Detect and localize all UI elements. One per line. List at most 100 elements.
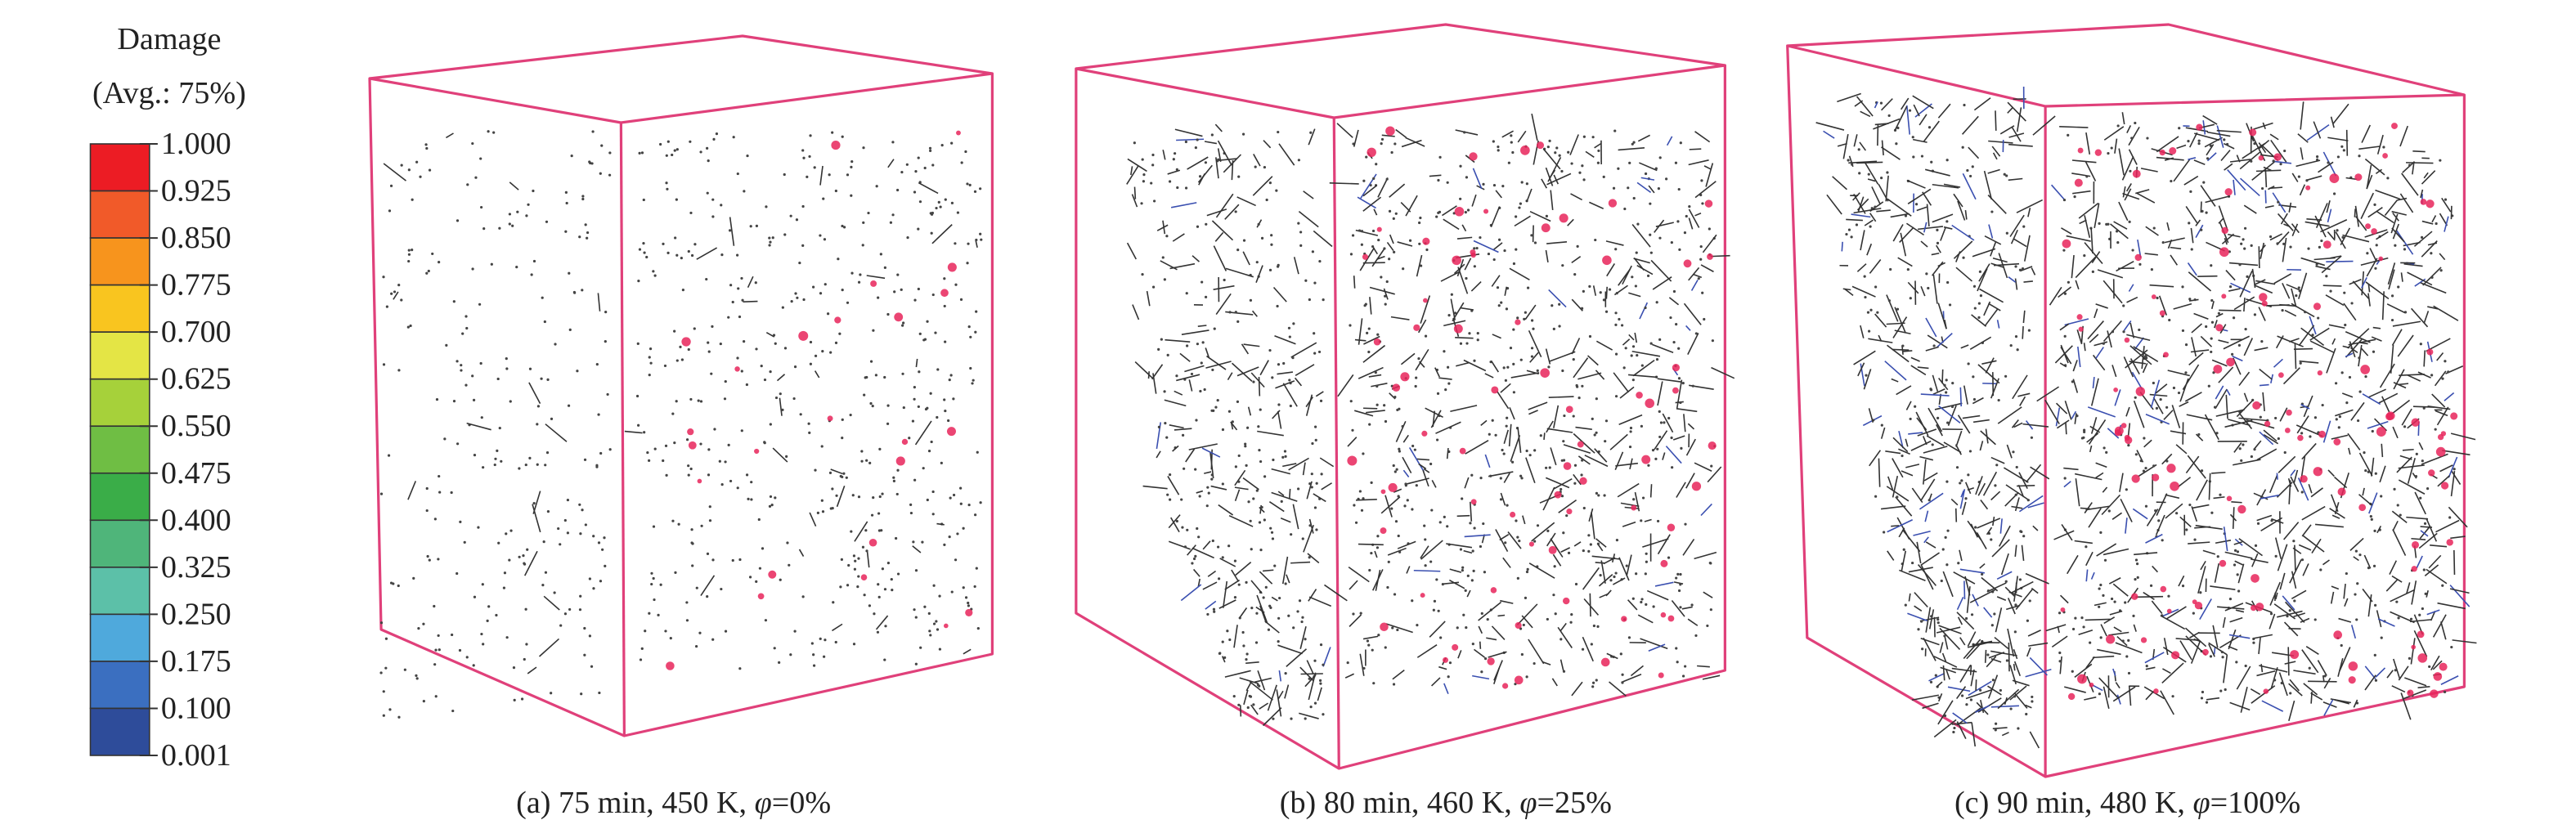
crack <box>2014 278 2018 290</box>
crack <box>2163 638 2169 656</box>
crack-dot <box>452 300 456 303</box>
damage-spot <box>1660 612 1667 618</box>
crack-dot <box>407 168 411 172</box>
crack-dot <box>400 164 403 167</box>
damage-spot <box>2360 365 2371 374</box>
crack-dot <box>559 543 562 546</box>
crack <box>2401 173 2419 196</box>
crack <box>1395 128 1407 139</box>
damage-spot <box>834 316 841 324</box>
crack <box>1662 452 1666 460</box>
crack <box>1277 644 1303 655</box>
crack-dot <box>2091 270 2094 273</box>
crack-dot <box>806 175 809 178</box>
crack <box>2268 185 2275 190</box>
crack <box>1892 458 1904 478</box>
crack <box>2272 160 2292 164</box>
crack-dot <box>876 630 880 634</box>
crack-dot <box>1245 657 1248 661</box>
crack-dot <box>1677 589 1681 593</box>
crack-dot <box>608 173 612 177</box>
crack <box>2200 185 2216 207</box>
damage-spot <box>2060 607 2066 612</box>
crack-dot <box>2279 162 2282 166</box>
crack <box>1939 627 1961 650</box>
damage-spot <box>2264 420 2271 428</box>
crack-dot <box>1205 222 1208 226</box>
crack-dot <box>431 252 434 256</box>
crack <box>2259 368 2273 380</box>
damage-spot <box>2169 147 2177 155</box>
crack-dot <box>1943 634 1946 638</box>
crack-dot <box>878 495 882 499</box>
crack-dot <box>1570 613 1573 616</box>
crack-dot <box>1520 181 1524 184</box>
crack-dot <box>1376 546 1380 549</box>
crack-dot <box>1630 354 1633 357</box>
crack <box>2121 112 2125 125</box>
crack-dot <box>1362 452 1365 455</box>
crack-dot <box>1986 589 1990 593</box>
crack <box>2392 529 2407 556</box>
crack <box>2444 392 2455 401</box>
crack-dot <box>813 166 816 169</box>
crack <box>1978 263 1990 282</box>
crack-dot <box>411 198 414 201</box>
crack <box>1308 589 1317 602</box>
crack <box>1991 539 2010 558</box>
crack <box>2223 142 2235 150</box>
crack <box>1215 293 1232 316</box>
crack <box>1429 621 1446 638</box>
crack-dot <box>2283 450 2287 455</box>
crack-dot <box>1990 210 1994 213</box>
crack-dot <box>1588 334 1592 338</box>
crack <box>1871 186 1882 205</box>
crack-dot <box>932 622 936 625</box>
damage-spot <box>2428 469 2435 477</box>
crack <box>1509 407 1515 420</box>
crack-dot <box>1211 539 1214 543</box>
crack <box>2090 228 2094 254</box>
crack-dot <box>490 262 493 266</box>
crack-dot <box>1533 661 1536 665</box>
crack-dot <box>1972 375 1975 379</box>
crack-dot <box>1504 379 1508 382</box>
legend-label: 0.850 <box>161 221 231 255</box>
crack-dot <box>2161 539 2164 542</box>
crack <box>2291 173 2299 182</box>
damage-spot <box>2219 247 2229 258</box>
crack-dot <box>1562 440 1565 443</box>
crack-dot <box>1512 328 1515 331</box>
crack-dot <box>864 376 867 379</box>
crack <box>2186 414 2213 421</box>
crack-dot <box>543 320 546 324</box>
crack-dot <box>2021 267 2025 271</box>
crack-dot <box>922 338 926 342</box>
crack <box>1697 665 1710 668</box>
crack-dot <box>1917 628 1920 631</box>
crack <box>1452 302 1465 322</box>
crack-dot <box>720 483 724 486</box>
legend-band <box>89 613 150 662</box>
crack-dot <box>2329 289 2332 293</box>
crack-dot <box>864 529 868 532</box>
crack-dot <box>743 190 746 193</box>
crack-dot <box>1563 414 1566 418</box>
crack <box>2170 254 2179 266</box>
crack <box>2330 116 2335 128</box>
crack-dot <box>541 296 544 299</box>
crack <box>1402 469 1410 477</box>
crack <box>2098 677 2120 700</box>
crack <box>1986 582 2007 593</box>
crack-dot <box>835 494 838 497</box>
crack-dot <box>931 490 935 494</box>
crack-dot <box>2031 700 2034 703</box>
crack-dot <box>832 601 835 604</box>
crack-dot <box>481 583 484 586</box>
crack <box>1217 158 1237 162</box>
crack <box>1873 118 1901 130</box>
crack-dot <box>1245 580 1248 584</box>
crack-dot <box>895 536 898 540</box>
crack-dot <box>1368 568 1371 572</box>
crack <box>2410 638 2416 665</box>
